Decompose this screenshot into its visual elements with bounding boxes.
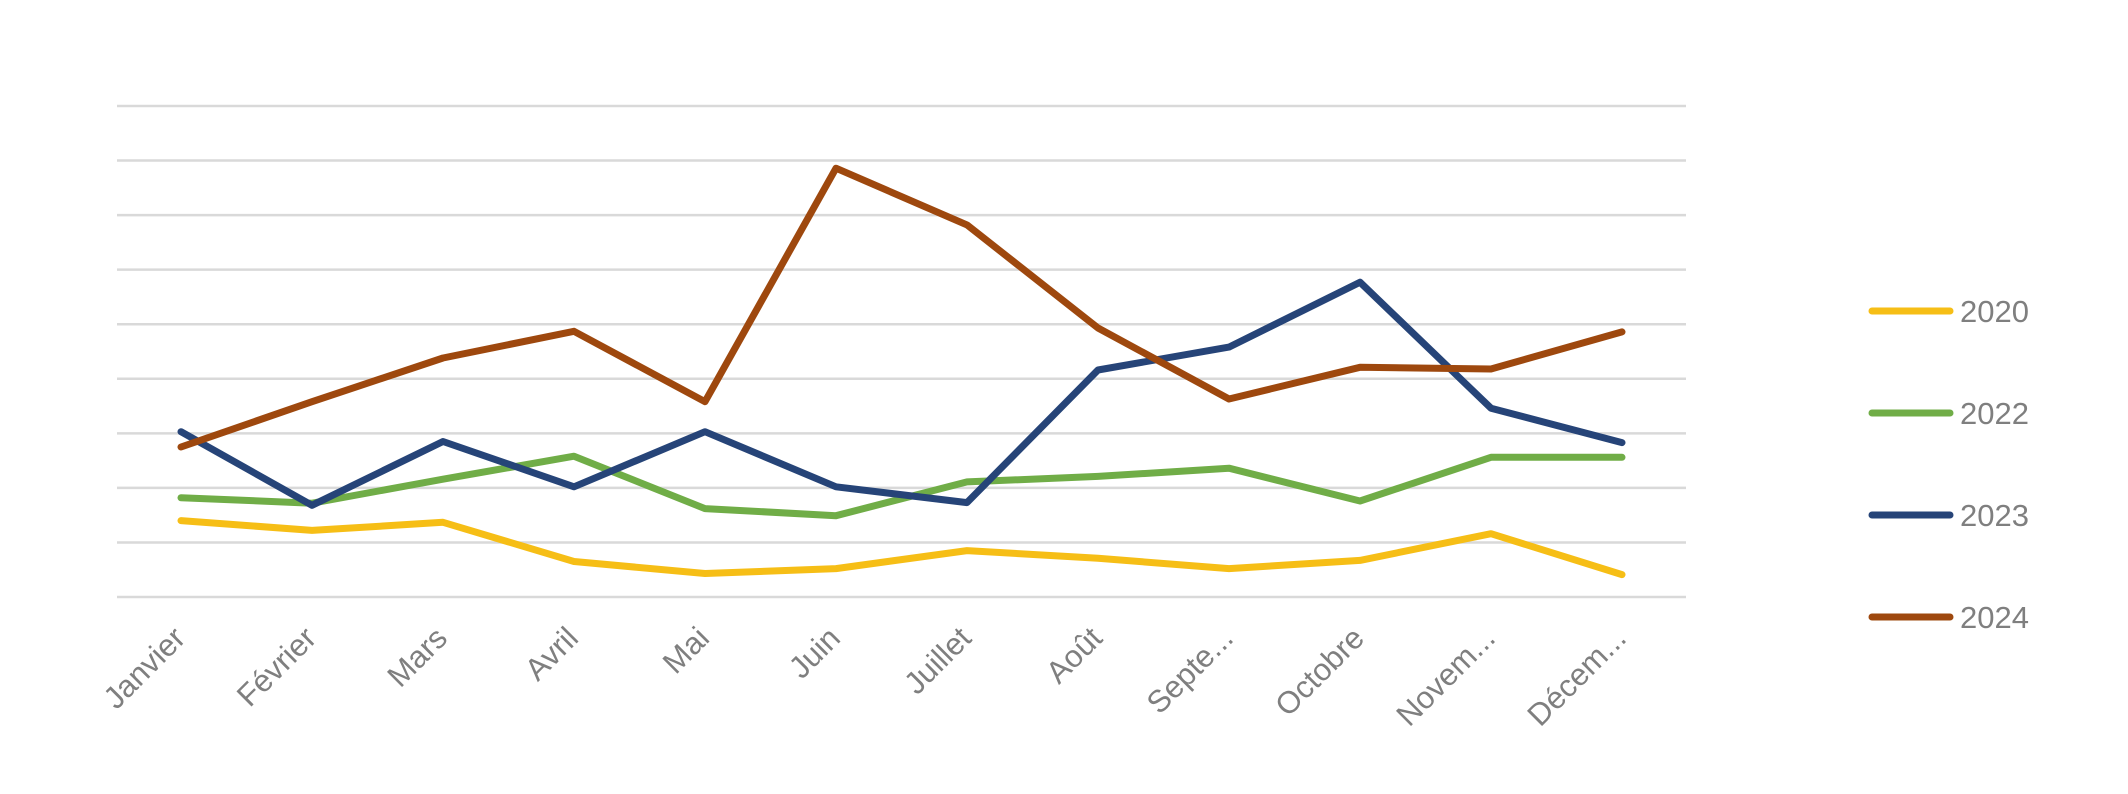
series-line-2022 (177, 452, 1626, 520)
grid-lines (117, 104, 1686, 599)
x-tick-label: Octobre (1268, 620, 1371, 723)
x-tick-label: Août (1039, 620, 1109, 690)
series-line-2020 (177, 517, 1626, 579)
x-axis-tick-labels: Janvier Février Mars Avril Mai Juin Juillet Aoû… (97, 620, 1633, 733)
x-tick-label: Juin (782, 620, 847, 685)
x-tick-label: Juillet (897, 620, 978, 701)
x-tick-label: Décem... (1520, 620, 1632, 732)
legend-label-2022: 2022 (1960, 396, 2029, 431)
x-tick-label: Novem... (1389, 620, 1501, 732)
series-line-2024 (177, 164, 1626, 451)
legend: 2020 2022 2023 2024 (1868, 294, 2029, 635)
x-tick-label: Janvier (97, 620, 192, 715)
x-tick-label: Mai (656, 620, 716, 680)
x-tick-label: Septe... (1140, 620, 1240, 720)
legend-label-2020: 2020 (1960, 294, 2029, 329)
x-tick-label: Février (230, 620, 323, 713)
legend-label-2024: 2024 (1960, 600, 2029, 635)
series-line-2023 (177, 278, 1626, 509)
x-tick-label: Avril (518, 620, 585, 687)
series-lines (177, 164, 1626, 579)
legend-label-2023: 2023 (1960, 498, 2029, 533)
x-tick-label: Mars (380, 620, 453, 693)
